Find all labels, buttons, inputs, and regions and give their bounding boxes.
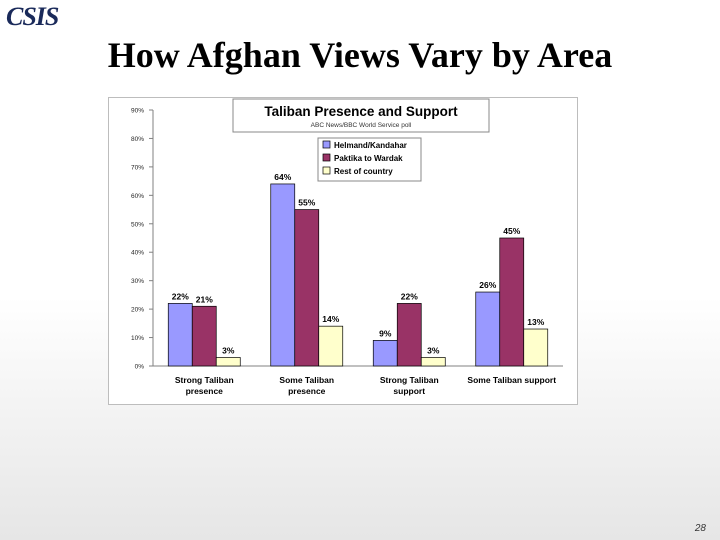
y-tick-label: 50% (131, 221, 144, 228)
data-label: 13% (527, 317, 544, 327)
bar (294, 209, 320, 367)
y-tick-label: 70% (131, 164, 144, 171)
y-tick-label: 0% (135, 364, 145, 371)
chart-subtitle: ABC News/BBC World Service poll (311, 122, 412, 129)
legend-label: Rest of country (334, 167, 393, 176)
y-tick-label: 40% (131, 250, 144, 257)
legend-label: Helmand/Kandahar (334, 141, 407, 150)
data-label: 45% (503, 226, 520, 236)
bar (270, 183, 296, 367)
bar (396, 303, 422, 367)
bar (318, 325, 344, 367)
data-label: 3% (222, 345, 235, 355)
y-tick-label: 10% (131, 335, 144, 342)
bar (215, 357, 241, 367)
data-label: 64% (274, 172, 291, 182)
x-tick-label: Strong Taliban support (380, 375, 439, 396)
bar (523, 328, 549, 367)
bar-chart: 0% 10% 20% 30% 40% 50% 60% 70% 80% 90% 22% 64% 9% 26… (131, 98, 563, 396)
data-label: 22% (172, 291, 189, 301)
data-label: 9% (379, 328, 392, 338)
bar (191, 305, 217, 367)
y-tick-label: 90% (131, 108, 144, 115)
data-label: 14% (322, 314, 339, 324)
data-label: 26% (479, 280, 496, 290)
bar (420, 357, 446, 367)
bar (167, 303, 193, 367)
legend-swatch (322, 166, 331, 175)
bar (475, 291, 501, 367)
data-label: 22% (401, 291, 418, 301)
legend-swatch (322, 140, 331, 149)
csis-logo: CSIS (6, 2, 59, 31)
chart-title: Taliban Presence and Support (264, 104, 458, 119)
chart-title-box (232, 98, 490, 133)
y-tick-label: 30% (131, 278, 144, 285)
y-tick-label: 80% (131, 136, 144, 143)
y-tick-label: 20% (131, 307, 144, 314)
legend-label: Paktika to Wardak (334, 154, 403, 163)
bar (372, 340, 398, 367)
bar (499, 237, 525, 367)
x-tick-label: Strong Taliban presence (175, 375, 234, 396)
x-tick-label: Some Taliban support (467, 375, 556, 385)
chart-frame: 0% 10% 20% 30% 40% 50% 60% 70% 80% 90% 22% 64% 9% 26… (108, 97, 578, 405)
slide-title: How Afghan Views Vary by Area (107, 35, 613, 75)
x-tick-label: Some Taliban presence (279, 375, 334, 396)
page-number: 28 (694, 523, 706, 534)
legend-box (317, 137, 422, 182)
legend-swatch (322, 153, 331, 162)
data-label: 55% (298, 198, 315, 208)
data-label: 3% (427, 345, 440, 355)
y-tick-label: 60% (131, 193, 144, 200)
data-label: 21% (196, 294, 213, 304)
